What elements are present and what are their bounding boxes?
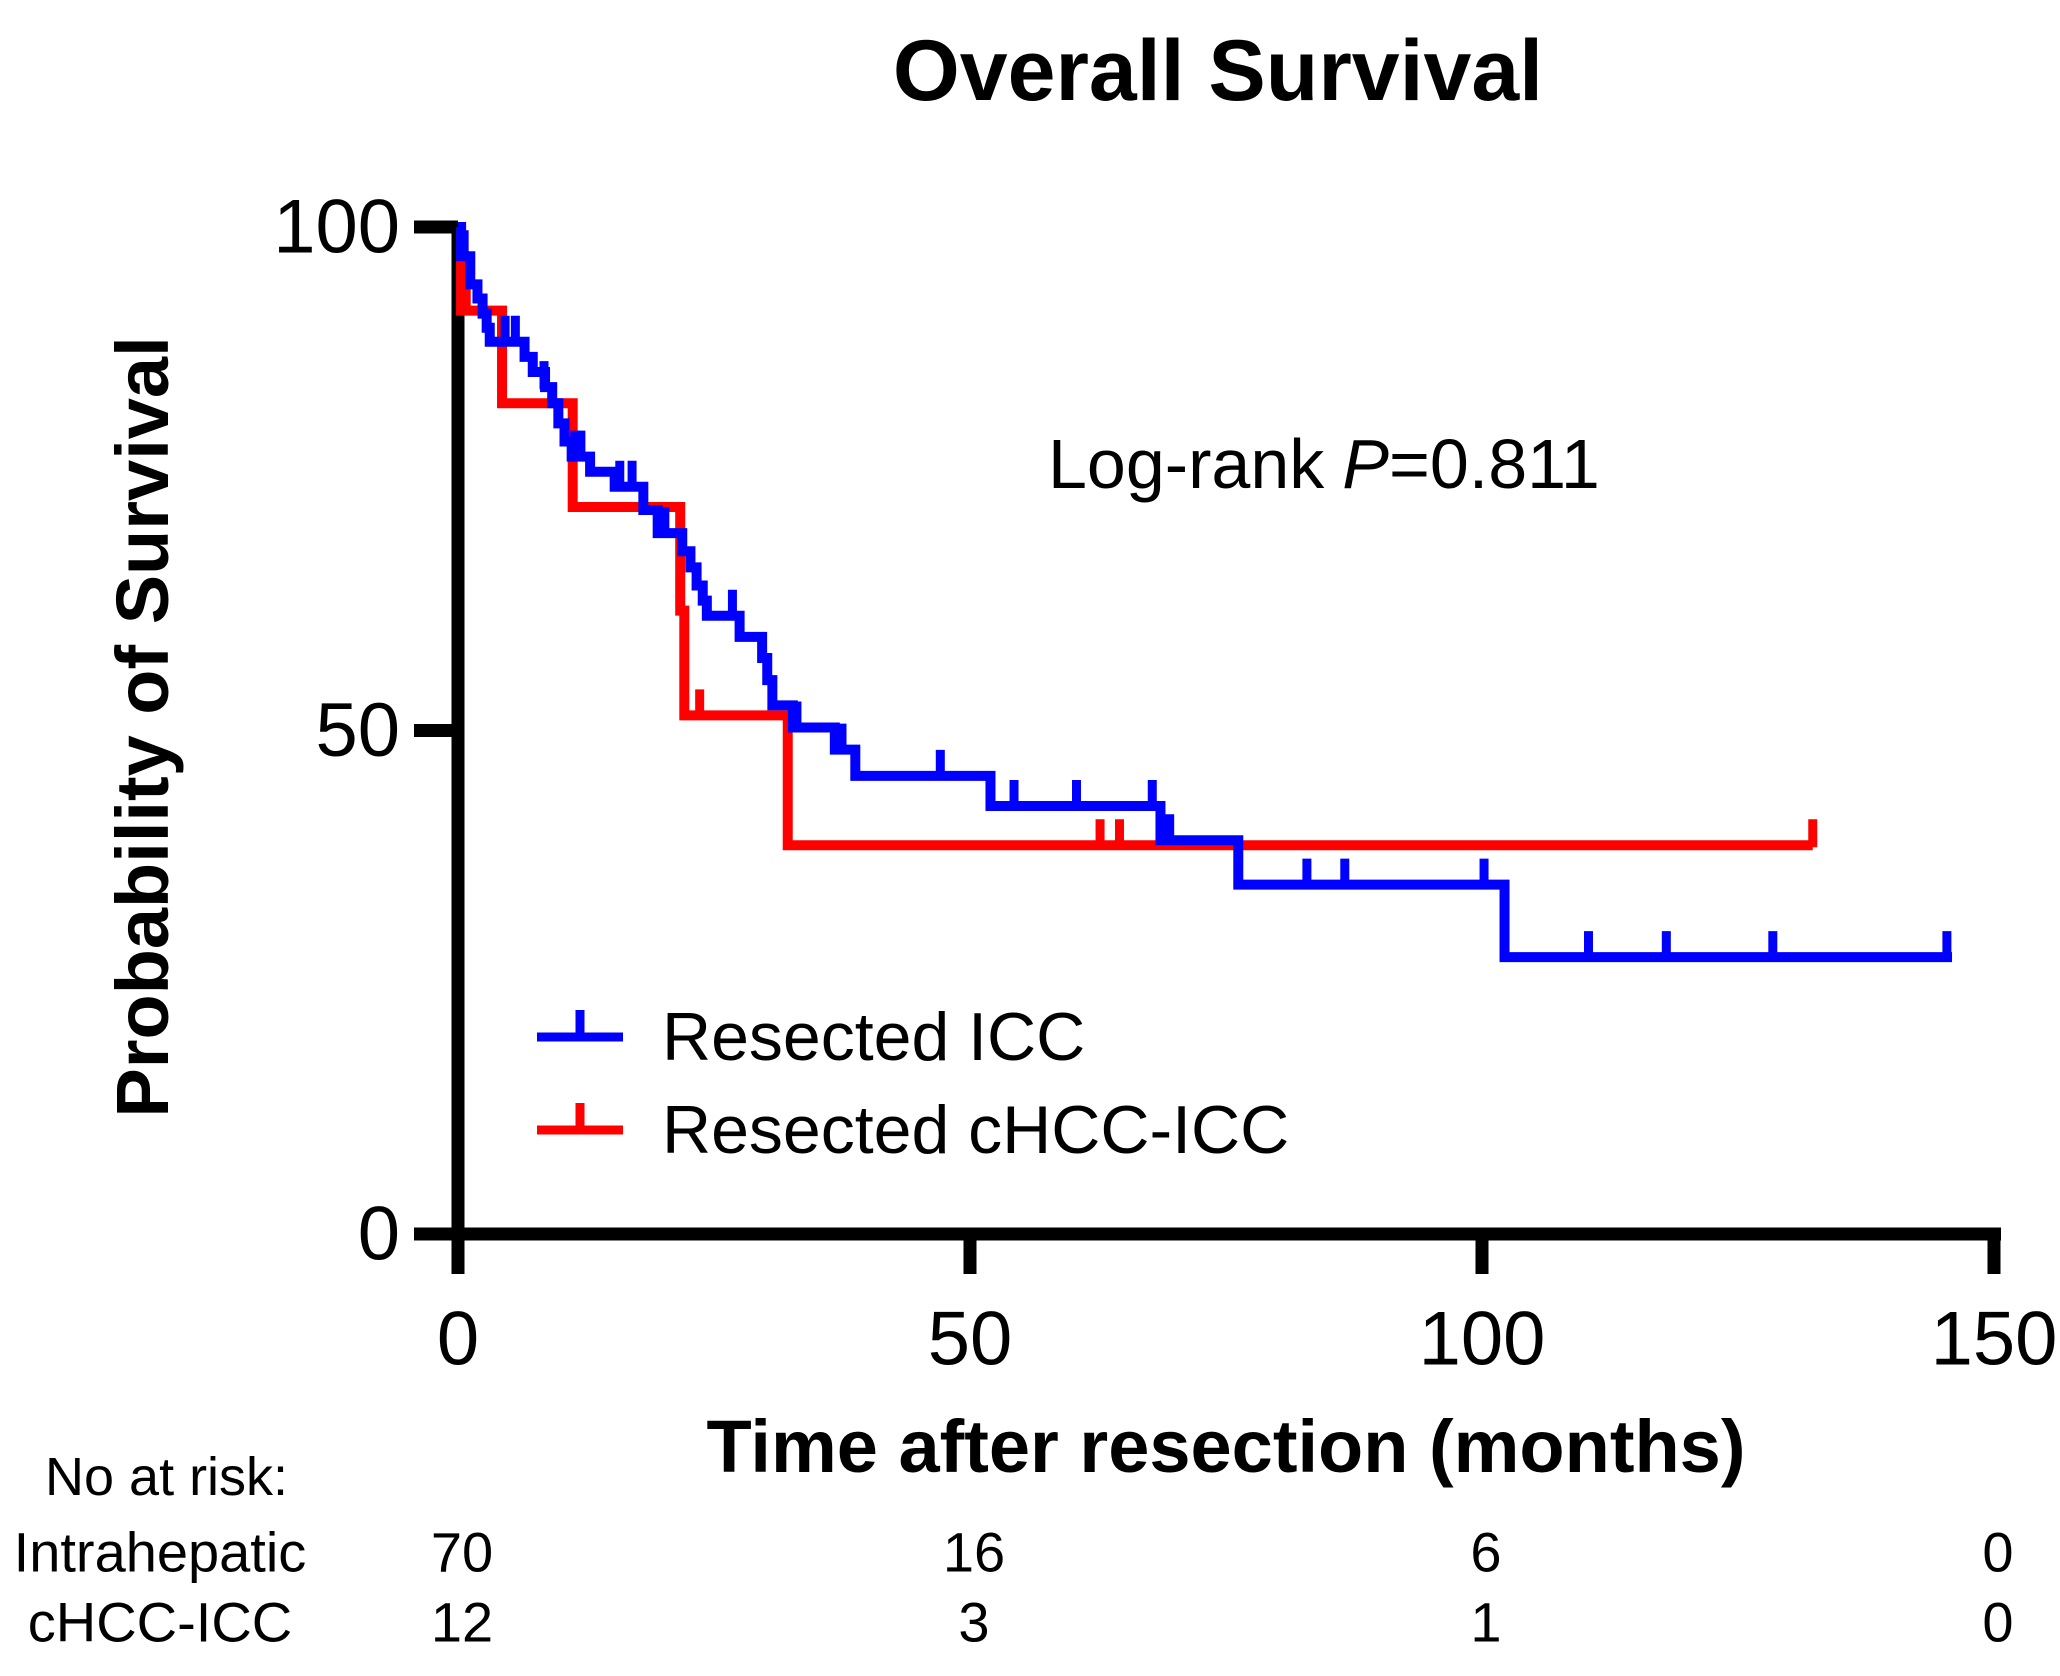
y-tick-label: 0 [358,1192,400,1277]
y-tick-label: 50 [315,688,400,773]
plot-area: 100 50 00 50 100 150 [273,185,2057,1382]
risk-count: 12 [431,1591,493,1654]
legend-swatch-red-censor-line-icon [537,1103,623,1135]
page-title: Overall Survival [893,23,1543,119]
x-tick-label: 50 [928,1297,1013,1382]
x-axis-label: Time after resection (months) [707,1405,1746,1488]
legend-swatch-blue-censor-line-icon [537,1010,623,1042]
y-axis-label: Probability of Survival [101,336,184,1117]
risk-count: 3 [958,1591,989,1654]
legend: Resected ICC Resected cHCC-ICC [537,999,1289,1168]
risk-count: 70 [431,1521,493,1584]
risk-count: 1 [1470,1591,1501,1654]
legend-label-resected-icc: Resected ICC [662,999,1085,1075]
legend-label-resected-chcc-icc: Resected cHCC-ICC [662,1092,1289,1168]
y-tick-label: 100 [273,185,400,270]
risk-table-numbers: 70 16 6 0 12 3 1 0 [431,1521,2014,1654]
x-tick-label: 100 [1419,1297,1546,1382]
risk-count: 0 [1982,1521,2013,1584]
risk-count: 6 [1470,1521,1501,1584]
risk-row-label-chcc-icc: cHCC-ICC [28,1591,292,1654]
legend-item-resected-chcc-icc: Resected cHCC-ICC [537,1092,1289,1168]
risk-table: No at risk: Intrahepatic cHCC-ICC 70 16 6 0… [14,1447,2014,1654]
logrank-annotation: Log-rank P=0.811 [1048,425,1600,503]
risk-count: 16 [943,1521,1005,1584]
logrank-prefix: Log-rank [1048,425,1325,503]
logrank-p-symbol: P [1342,425,1389,503]
risk-count: 0 [1982,1591,2013,1654]
x-tick-label: 0 [437,1297,479,1382]
icc-survival-curve [456,222,1953,963]
x-tick-label: 150 [1931,1297,2058,1382]
risk-row-label-intrahepatic: Intrahepatic [14,1521,307,1584]
risk-table-heading: No at risk: [45,1447,288,1507]
legend-item-resected-icc: Resected ICC [537,999,1085,1075]
logrank-value: =0.811 [1389,425,1600,503]
